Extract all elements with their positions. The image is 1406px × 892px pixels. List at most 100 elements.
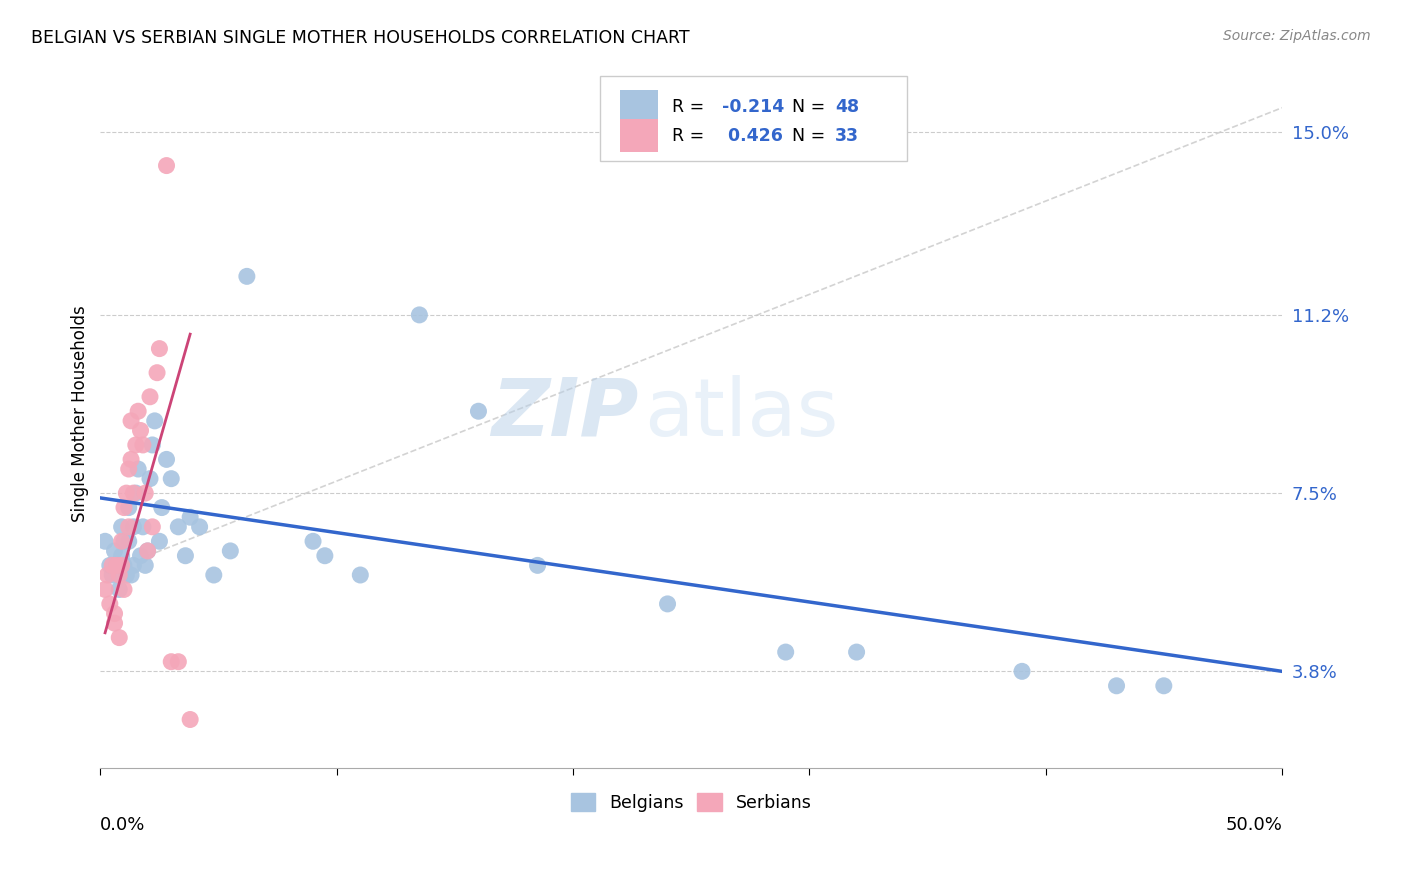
Point [118,520,141,534]
Point [118,500,141,515]
Point [174,549,197,563]
Point [98,558,121,573]
Point [101,568,124,582]
Point [122,486,145,500]
Point [103,607,125,621]
Text: 50.0%: 50.0% [1225,816,1282,834]
Point [188,520,211,534]
Point [657,597,679,611]
Point [111,558,134,573]
Point [1011,665,1033,679]
Legend: Belgians, Serbians: Belgians, Serbians [564,787,818,819]
Point [94,534,117,549]
Point [118,462,141,476]
Point [115,568,138,582]
Point [112,534,135,549]
Point [775,645,797,659]
Point [143,414,166,428]
Point [160,472,183,486]
Point [108,568,131,582]
Point [120,452,142,467]
Point [146,366,169,380]
Point [219,544,242,558]
Point [179,713,201,727]
Point [134,486,156,500]
Point [111,534,134,549]
Point [139,390,162,404]
Point [134,558,156,573]
Text: N =: N = [780,98,831,116]
Point [120,568,142,582]
Text: -0.214: -0.214 [721,98,785,116]
Point [129,424,152,438]
Point [302,534,325,549]
Point [179,510,201,524]
Point [167,655,190,669]
Point [526,558,548,573]
Point [467,404,489,418]
Point [94,582,117,597]
Point [127,404,149,418]
Point [845,645,868,659]
Text: 0.0%: 0.0% [100,816,146,834]
Point [1105,679,1128,693]
Point [112,500,135,515]
Point [98,597,121,611]
Point [108,631,131,645]
Text: N =: N = [780,127,831,145]
Text: R =: R = [672,127,710,145]
Point [148,534,170,549]
Y-axis label: Single Mother Households: Single Mother Households [72,305,89,522]
Point [314,549,336,563]
Point [125,438,148,452]
Point [136,544,159,558]
Point [120,414,142,428]
Point [160,655,183,669]
Point [155,452,177,467]
Point [118,534,141,549]
Point [1153,679,1175,693]
Text: Source: ZipAtlas.com: Source: ZipAtlas.com [1223,29,1371,43]
Point [111,549,134,563]
Point [122,558,145,573]
Point [141,520,163,534]
Point [150,500,173,515]
Point [202,568,225,582]
Point [105,558,128,573]
Point [236,269,259,284]
Point [112,582,135,597]
Point [111,520,134,534]
Point [148,342,170,356]
Point [103,544,125,558]
Point [115,486,138,500]
Text: 0.426: 0.426 [721,127,783,145]
Point [132,438,155,452]
Point [155,159,177,173]
Point [112,558,135,573]
Point [125,486,148,500]
Point [122,520,145,534]
Point [101,558,124,573]
Point [103,616,125,631]
FancyBboxPatch shape [600,76,907,161]
Point [127,462,149,476]
FancyBboxPatch shape [620,90,658,124]
Point [96,568,118,582]
Point [105,558,128,573]
Point [141,438,163,452]
Text: ZIP: ZIP [491,375,638,452]
Point [132,520,155,534]
Text: 33: 33 [835,127,859,145]
Text: atlas: atlas [644,375,838,452]
Text: 48: 48 [835,98,859,116]
Text: BELGIAN VS SERBIAN SINGLE MOTHER HOUSEHOLDS CORRELATION CHART: BELGIAN VS SERBIAN SINGLE MOTHER HOUSEHO… [31,29,689,46]
Point [408,308,430,322]
Point [139,472,162,486]
FancyBboxPatch shape [620,119,658,153]
Text: R =: R = [672,98,710,116]
Point [349,568,371,582]
Point [167,520,190,534]
Point [108,582,131,597]
Point [136,544,159,558]
Point [129,549,152,563]
